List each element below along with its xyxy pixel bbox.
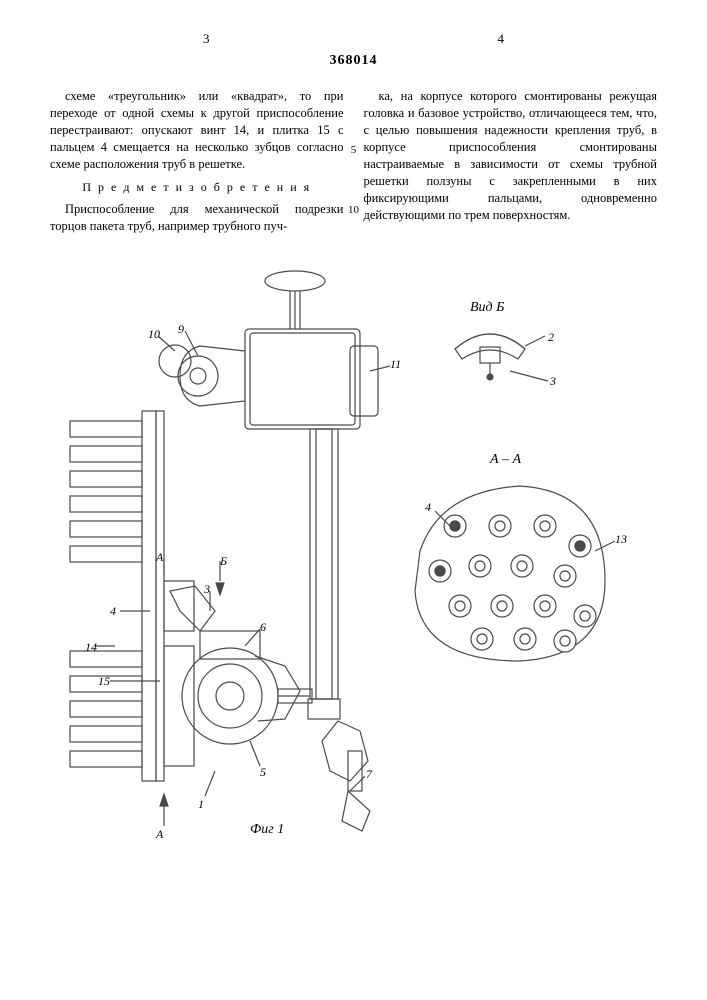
left-p2: Приспособление для механической подрезки… (50, 201, 344, 235)
subject-heading: П р е д м е т и з о б р е т е н и я (50, 179, 344, 195)
ref-6: 6 (260, 619, 266, 635)
ref-B-arrow: Б (220, 553, 227, 569)
ref-13: 13 (615, 531, 627, 547)
ref-A-top: А (156, 549, 163, 565)
line-marker-5: 5 (351, 143, 357, 158)
line-marker-10: 10 (348, 203, 359, 218)
view-b-label: Вид Б (470, 299, 504, 318)
figure-area: 9 10 11 Вид Б 2 3 А – А 4 13 Б А 3 6 4 1… (50, 251, 657, 891)
figure-1-label: Фиг 1 (250, 821, 284, 840)
ref-9: 9 (178, 321, 184, 337)
left-p1: схеме «треугольник» или «квадрат», то пр… (50, 88, 344, 172)
ref-10: 10 (148, 326, 160, 342)
ref-2: 2 (548, 329, 554, 345)
ref-4: 4 (110, 603, 116, 619)
ref-1: 1 (198, 796, 204, 812)
ref-5: 5 (260, 764, 266, 780)
ref-11: 11 (390, 356, 401, 372)
ref-15: 15 (98, 673, 110, 689)
ref-7: 7 (366, 766, 372, 782)
ref-3: 3 (550, 373, 556, 389)
ref-14: 14 (85, 639, 97, 655)
document-number: 368014 (50, 52, 657, 71)
left-column: схеме «треугольник» или «квадрат», то пр… (50, 88, 344, 240)
figure-svg (50, 251, 657, 891)
ref-A-bottom: А (156, 826, 163, 842)
ref-4b: 4 (425, 499, 431, 515)
page-num-right: 4 (355, 30, 646, 48)
page-num-left: 3 (61, 30, 352, 48)
ref-3b: 3 (204, 581, 210, 597)
right-column: ка, на корпусе которого смонтированы реж… (364, 88, 658, 240)
section-a-a-label: А – А (490, 451, 521, 470)
right-p1: ка, на корпусе которого смонтированы реж… (364, 88, 658, 223)
